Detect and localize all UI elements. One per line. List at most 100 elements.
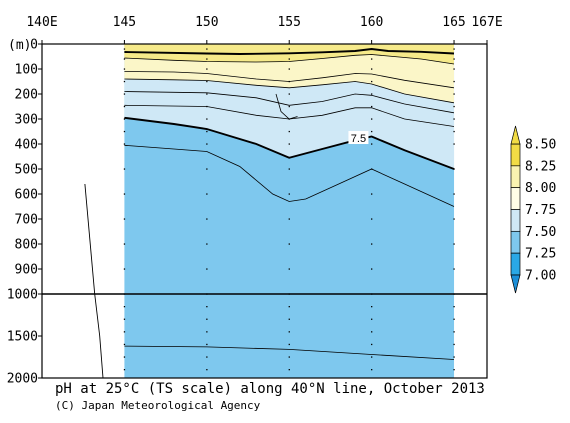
colorbar-swatch [510, 252, 521, 276]
station-point [371, 343, 373, 346]
colorbar-label: 7.25 [525, 247, 556, 262]
station-point [123, 93, 126, 95]
station-point [453, 143, 455, 145]
station-point [453, 193, 455, 195]
station-point [453, 130, 455, 133]
y-tick-label: 400 [15, 138, 38, 153]
station-point [288, 193, 290, 195]
contour-8-10 [124, 54, 455, 65]
station-point [206, 369, 208, 371]
y-tick-label: 300 [15, 113, 38, 128]
station-point [371, 318, 373, 320]
colorbar-bottom-arrow [510, 274, 521, 294]
plot-frame [41, 43, 488, 379]
station-point [371, 168, 373, 170]
station-point [453, 218, 455, 220]
station-point [123, 168, 126, 170]
station-point [123, 218, 126, 220]
colorbar-swatch [510, 143, 521, 167]
colorbar-label: 7.50 [525, 225, 556, 240]
y-tick-label: 200 [15, 88, 38, 103]
station-point [288, 268, 290, 270]
station-point [206, 356, 208, 358]
contour-7-30 [124, 144, 455, 207]
station-point [453, 369, 455, 371]
station-point [206, 143, 208, 145]
colorbar-label: 8.00 [525, 181, 556, 196]
contour-surface [124, 48, 455, 55]
profile-line [84, 183, 104, 379]
colorbar-label: 7.75 [525, 203, 556, 218]
station-point [288, 93, 290, 95]
station-point [123, 48, 126, 50]
station-point [123, 306, 126, 308]
station-point [288, 105, 290, 108]
contour-7-50 [124, 116, 455, 170]
station-point [288, 318, 290, 320]
station-point [453, 268, 455, 270]
contour-label-bg [348, 131, 369, 144]
station-point [288, 218, 290, 220]
station-point [206, 318, 208, 320]
station-point [371, 48, 373, 50]
x-tick-label: 145 [113, 15, 136, 30]
colorbar-swatch [510, 187, 521, 210]
station-point [453, 68, 455, 70]
station-point [288, 343, 290, 346]
station-point [288, 118, 290, 120]
colorbar-label: 8.25 [525, 159, 556, 174]
station-point [453, 93, 455, 95]
contour-deep [124, 345, 455, 360]
station-point [371, 218, 373, 220]
station-point [453, 80, 455, 83]
station-point [206, 331, 208, 333]
station-point [453, 306, 455, 308]
station-point [371, 68, 373, 70]
y-tick-label: 100 [15, 63, 38, 78]
station-point [371, 105, 373, 108]
station-point [206, 193, 208, 195]
station-point [206, 243, 208, 245]
contour-8-00 [124, 71, 455, 89]
station-point [453, 118, 455, 120]
colorbar-label: 7.00 [525, 269, 556, 284]
y-tick-label: 1500 [7, 330, 38, 345]
station-point [371, 243, 373, 245]
station-point [206, 93, 208, 95]
station-point [123, 243, 126, 245]
y-tick-label: 0 [30, 38, 38, 53]
x-tick-label: 155 [277, 15, 300, 30]
station-point [371, 356, 373, 358]
station-point [288, 130, 290, 133]
y-tick-label: 600 [15, 188, 38, 203]
x-tick-label: 165 [442, 15, 465, 30]
colorbar-swatch [510, 209, 521, 232]
station-point [123, 356, 126, 358]
station-point [288, 168, 290, 170]
station-point [123, 105, 126, 108]
station-point [206, 105, 208, 108]
contour-local [275, 93, 298, 120]
y-tick-label: 800 [15, 238, 38, 253]
station-point [371, 193, 373, 195]
station-point [206, 58, 208, 60]
colorbar: 8.50 8.25 8.00 7.75 7.50 7.25 7.00 [510, 125, 556, 294]
station-point [123, 58, 126, 60]
station-point [123, 369, 126, 371]
station-point [453, 331, 455, 333]
colorbar-swatch [510, 230, 521, 254]
station-point [371, 331, 373, 333]
station-point [371, 58, 373, 60]
station-point [206, 343, 208, 346]
station-point [206, 80, 208, 83]
x-tick-label: 160 [360, 15, 383, 30]
contour-label: 7.5 [351, 133, 366, 145]
x-tick-label: 140E [26, 15, 57, 30]
station-point [371, 369, 373, 371]
station-point [123, 143, 126, 145]
station-point [123, 118, 126, 120]
station-point [123, 343, 126, 346]
station-point [288, 48, 290, 50]
station-point [206, 48, 208, 50]
